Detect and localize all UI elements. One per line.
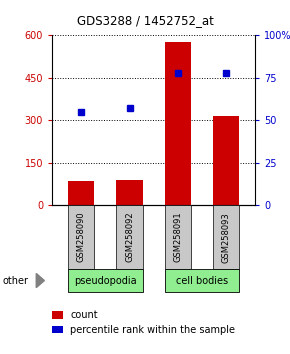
Bar: [68, 269, 143, 292]
Bar: [165, 269, 240, 292]
Bar: [165, 42, 191, 205]
Bar: [213, 116, 240, 205]
Text: GSM258091: GSM258091: [173, 212, 182, 263]
Text: other: other: [3, 275, 29, 286]
Bar: [68, 205, 95, 269]
Text: percentile rank within the sample: percentile rank within the sample: [70, 325, 235, 335]
Bar: [68, 181, 95, 205]
Text: GSM258090: GSM258090: [77, 212, 86, 263]
Bar: [213, 205, 240, 269]
Text: pseudopodia: pseudopodia: [74, 275, 137, 286]
Bar: [116, 205, 143, 269]
Text: count: count: [70, 310, 98, 320]
Text: cell bodies: cell bodies: [176, 275, 228, 286]
Bar: [116, 180, 143, 205]
Polygon shape: [36, 273, 44, 287]
Bar: [165, 205, 191, 269]
Text: GSM258092: GSM258092: [125, 212, 134, 263]
Bar: [52, 311, 63, 319]
Text: GDS3288 / 1452752_at: GDS3288 / 1452752_at: [77, 13, 213, 27]
Bar: [52, 326, 63, 333]
Text: GSM258093: GSM258093: [222, 212, 231, 263]
